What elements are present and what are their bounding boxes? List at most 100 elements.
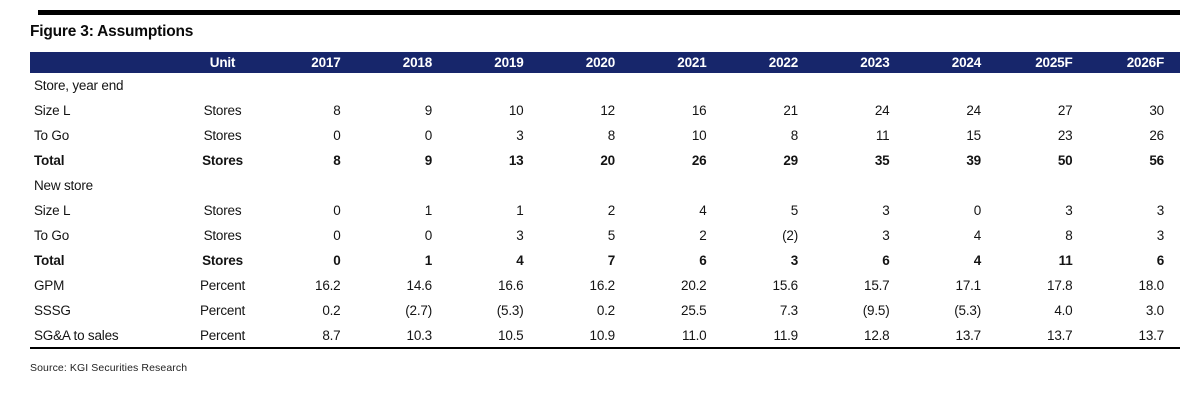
value-cell: 4 — [973, 253, 982, 268]
column-header: 2025F — [997, 52, 1089, 73]
value-cell — [814, 73, 906, 98]
figure-title: Figure 3: Assumptions — [30, 23, 194, 40]
value-cell: 2 — [699, 228, 707, 243]
value-cell — [1089, 73, 1181, 98]
value-cell: 24 — [966, 103, 981, 118]
row-label: SG&A to sales — [34, 327, 119, 343]
value-cell: 12 — [600, 103, 615, 118]
value-cell: 0 — [333, 203, 341, 218]
table-row: Size L Stores 0 1 1 2 4 5 3 0 3 3 — [30, 198, 1180, 223]
column-header: 2021 — [631, 52, 723, 73]
value-cell: 18.0 — [1138, 278, 1165, 293]
value-cell: 0 — [424, 128, 433, 143]
value-cell — [723, 173, 815, 198]
value-cell: 17.8 — [1047, 278, 1073, 293]
row-label: Store, year end — [34, 78, 124, 93]
value-cell: 0 — [333, 128, 341, 143]
value-cell: 3 — [516, 228, 524, 243]
value-cell: 12.8 — [864, 327, 890, 343]
value-cell: 0.2 — [322, 303, 341, 318]
value-cell: 3 — [1065, 203, 1073, 218]
table-row: Total Stores 0 1 4 7 6 3 6 4 11 6 — [30, 248, 1180, 273]
value-cell: 10.5 — [498, 327, 524, 343]
value-cell: 8 — [607, 128, 616, 143]
value-cell: 23 — [1057, 128, 1073, 143]
value-cell: 9 — [424, 103, 433, 118]
assumptions-table: Unit 2017 2018 2019 2020 2021 2022 2023 2024 2025… — [30, 52, 1180, 349]
value-cell: 10.9 — [589, 327, 616, 343]
value-cell: (5.3) — [496, 303, 524, 318]
value-cell: 3 — [1156, 203, 1165, 218]
value-cell: 8 — [333, 103, 341, 118]
value-cell: 15 — [966, 128, 981, 143]
value-cell — [814, 173, 906, 198]
table-row: New store — [30, 173, 1180, 198]
value-cell: 11.9 — [773, 327, 799, 343]
value-cell — [1089, 173, 1181, 198]
value-cell: 1 — [424, 203, 433, 218]
value-cell: 20 — [600, 153, 615, 168]
column-header: 2018 — [356, 52, 448, 73]
value-cell — [906, 173, 998, 198]
value-cell: (2) — [782, 228, 798, 243]
value-cell: 11 — [875, 128, 890, 143]
table-row: To Go Stores 0 0 3 5 2 (2) 3 4 8 3 — [30, 223, 1180, 248]
value-cell — [997, 73, 1089, 98]
value-cell: 16.2 — [589, 278, 616, 293]
value-cell: 8 — [1065, 228, 1073, 243]
value-cell: 15.6 — [772, 278, 799, 293]
value-cell: 14.6 — [406, 278, 433, 293]
header-row: Unit 2017 2018 2019 2020 2021 2022 2023 2024 2025… — [30, 52, 1180, 73]
value-cell: 20.2 — [681, 278, 707, 293]
value-cell: 11.0 — [682, 327, 707, 343]
unit-cell: Stores — [203, 128, 242, 143]
unit-cell: Percent — [199, 303, 246, 318]
value-cell: 3 — [790, 253, 799, 268]
value-cell: 35 — [874, 153, 890, 168]
value-cell — [906, 73, 998, 98]
value-cell — [357, 73, 449, 98]
value-cell: 21 — [783, 103, 798, 118]
value-cell: 29 — [783, 153, 798, 168]
value-cell: 17.1 — [955, 278, 982, 293]
value-cell: 1 — [424, 253, 433, 268]
value-cell: 6 — [1156, 253, 1165, 268]
value-cell: 3 — [882, 228, 890, 243]
row-label: GPM — [34, 278, 65, 293]
value-cell: 8 — [333, 153, 341, 168]
column-header: 2020 — [539, 52, 631, 73]
value-cell: 16.6 — [498, 278, 524, 293]
unit-cell — [180, 173, 265, 198]
value-cell — [631, 73, 723, 98]
column-header — [30, 52, 180, 73]
value-cell: (9.5) — [862, 303, 890, 318]
value-cell: 16 — [691, 103, 707, 118]
value-cell: 13.7 — [1138, 327, 1165, 343]
value-cell — [357, 173, 449, 198]
value-cell: 13.7 — [955, 327, 982, 343]
column-header: Unit — [180, 52, 265, 73]
value-cell: 50 — [1057, 153, 1073, 168]
value-cell — [631, 173, 723, 198]
column-header: 2026F — [1088, 52, 1180, 73]
row-label: To Go — [34, 228, 70, 243]
value-cell — [997, 173, 1089, 198]
unit-cell: Percent — [199, 327, 246, 343]
column-header: 2024 — [905, 52, 997, 73]
unit-cell — [180, 73, 265, 98]
value-cell: 39 — [966, 153, 981, 168]
table-header: Unit 2017 2018 2019 2020 2021 2022 2023 2024 2025… — [30, 52, 1180, 73]
value-cell — [448, 173, 540, 198]
value-cell: 26 — [1149, 128, 1164, 143]
value-cell: 56 — [1149, 153, 1164, 168]
unit-cell: Stores — [203, 203, 242, 218]
value-cell: 1 — [516, 203, 524, 218]
value-cell: 2 — [607, 203, 616, 218]
value-cell: 10.3 — [406, 327, 433, 343]
row-label: Total — [34, 153, 65, 168]
value-cell: 0 — [333, 253, 341, 268]
value-cell: 10 — [691, 128, 707, 143]
value-cell: 3.0 — [1145, 303, 1164, 318]
value-cell: 13 — [508, 153, 524, 168]
